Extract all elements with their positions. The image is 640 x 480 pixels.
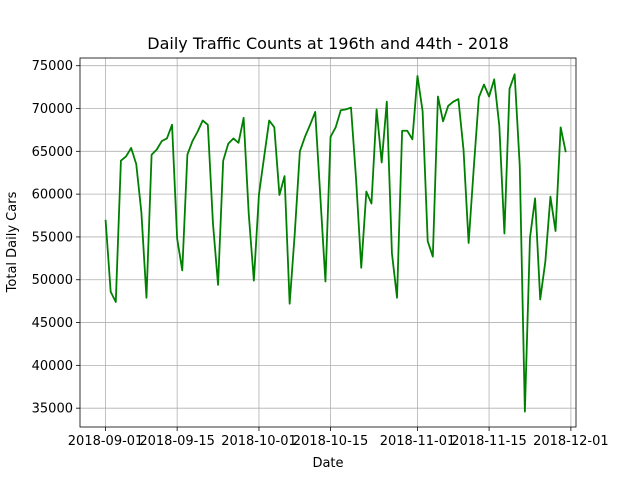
y-axis-label: Total Daily Cars bbox=[5, 191, 20, 293]
plot-frame bbox=[79, 57, 577, 428]
y-tick-label: 45000 bbox=[32, 316, 73, 331]
series bbox=[104, 73, 567, 413]
x-tick-label: 2018-12-01 bbox=[533, 434, 609, 449]
y-tick-label: 55000 bbox=[32, 230, 73, 245]
x-tick-label: 2018-09-15 bbox=[139, 434, 215, 449]
y-tick-label: 70000 bbox=[32, 102, 73, 117]
x-tick-label: 2018-11-15 bbox=[451, 434, 527, 449]
y-tick-label: 60000 bbox=[32, 188, 73, 203]
y-tick-label: 35000 bbox=[32, 402, 73, 417]
y-tick-label: 40000 bbox=[32, 359, 73, 374]
grid bbox=[80, 58, 576, 427]
y-tick-label: 50000 bbox=[32, 273, 73, 288]
x-tick-label: 2018-10-15 bbox=[293, 434, 369, 449]
y-tick-label: 75000 bbox=[32, 59, 73, 74]
x-tick-label: 2018-10-01 bbox=[221, 434, 297, 449]
y-tick-label: 65000 bbox=[32, 145, 73, 160]
chart-title: Daily Traffic Counts at 196th and 44th -… bbox=[147, 34, 509, 53]
series-line bbox=[104, 73, 567, 413]
x-axis-label: Date bbox=[312, 456, 343, 471]
x-tick-label: 2018-11-01 bbox=[380, 434, 456, 449]
x-tick-label: 2018-09-01 bbox=[68, 434, 144, 449]
